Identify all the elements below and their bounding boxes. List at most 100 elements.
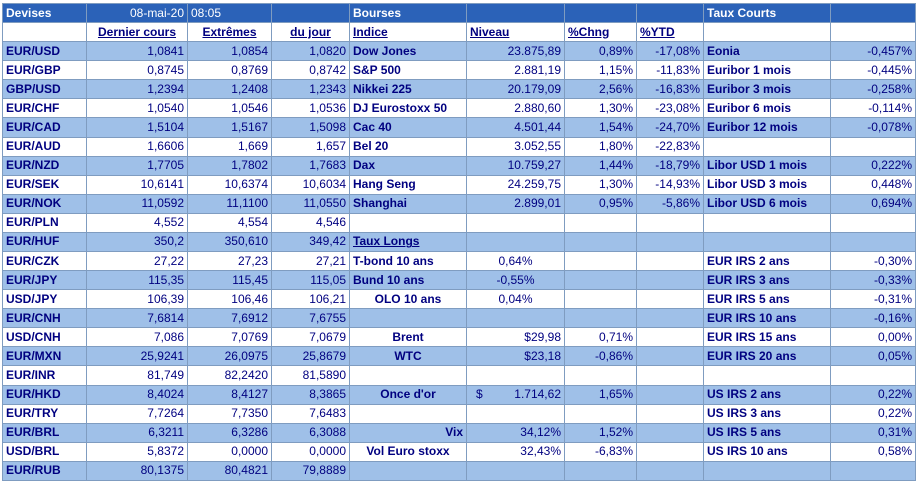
fx-low: 81,5890: [271, 365, 350, 386]
index-level: $29,98: [466, 327, 565, 348]
fx-last: 350,2: [86, 231, 188, 253]
index-ytd: [636, 460, 704, 482]
index-chng: [564, 231, 637, 253]
rate-name: US IRS 5 ans: [703, 422, 831, 443]
currency-symbol: $: [476, 387, 483, 402]
fx-pair: EUR/USD: [2, 41, 87, 62]
fx-last: 4,552: [86, 212, 188, 233]
rate-name: Euribor 12 mois: [703, 117, 831, 138]
index-level: [466, 403, 565, 424]
index-name: S&P 500: [349, 60, 467, 81]
fx-high: 4,554: [187, 212, 272, 233]
fx-high: 1,669: [187, 136, 272, 157]
index-chng: 1,30%: [564, 98, 637, 119]
index-level: 3.052,55: [466, 136, 565, 157]
rate-name: EUR IRS 5 ans: [703, 289, 831, 310]
index-chng: [564, 270, 637, 291]
fx-low: 1,0820: [271, 41, 350, 62]
fx-low: 1,2343: [271, 79, 350, 100]
fx-pair: EUR/CAD: [2, 117, 87, 138]
index-chng: 1,30%: [564, 174, 637, 195]
fx-low: 7,0679: [271, 327, 350, 348]
fx-low: 4,546: [271, 212, 350, 233]
rate-value: -0,31%: [830, 289, 916, 310]
fx-low: 0,0000: [271, 441, 350, 462]
index-name: [349, 403, 467, 424]
rate-name: [703, 136, 831, 157]
fx-low: 0,8742: [271, 60, 350, 81]
fx-last: 106,39: [86, 289, 188, 310]
fx-last: 1,7705: [86, 155, 188, 176]
fx-high: 0,0000: [187, 441, 272, 462]
col-chng: %Chng: [564, 22, 637, 43]
fx-pair: USD/CNH: [2, 327, 87, 348]
fx-pair: EUR/MXN: [2, 346, 87, 367]
fx-low: 27,21: [271, 251, 350, 272]
fx-high: 82,2420: [187, 365, 272, 386]
index-name: Dax: [349, 155, 467, 176]
fx-high: 11,1100: [187, 193, 272, 214]
table-row: EUR/USD 1,0841 1,0854 1,0820 Dow Jones 23.875…: [2, 41, 916, 62]
fx-last: 81,749: [86, 365, 188, 386]
header-row: Devises 08-mai-20 08:05 Bourses Taux Cou…: [2, 2, 916, 24]
rate-name: US IRS 10 ans: [703, 441, 831, 462]
rate-value: -0,16%: [830, 308, 916, 329]
index-name: [349, 212, 467, 233]
index-level: 0,04%: [466, 289, 565, 310]
fx-last: 27,22: [86, 251, 188, 272]
index-name: [349, 308, 467, 329]
fx-high: 1,2408: [187, 79, 272, 100]
column-header-row: Dernier cours Extrêmes du jour Indice Ni…: [2, 22, 916, 43]
index-ytd: -18,79%: [636, 155, 704, 176]
rate-value: [830, 212, 916, 233]
rate-value: 0,22%: [830, 384, 916, 405]
rate-value: [830, 231, 916, 253]
devises-heading: Devises: [2, 2, 87, 24]
table-row: EUR/RUB 80,1375 80,4821 79,8889: [2, 460, 916, 482]
rate-name: US IRS 2 ans: [703, 384, 831, 405]
index-chng: 1,80%: [564, 136, 637, 157]
rate-value: -0,114%: [830, 98, 916, 119]
fx-high: 26,0975: [187, 346, 272, 367]
fx-high: 7,6912: [187, 308, 272, 329]
rate-value: 0,00%: [830, 327, 916, 348]
fx-high: 7,7350: [187, 403, 272, 424]
col-du-jour: du jour: [271, 22, 350, 43]
index-level: 2.899,01: [466, 193, 565, 214]
fx-low: 8,3865: [271, 384, 350, 405]
index-name: [349, 460, 467, 482]
index-chng: 0,95%: [564, 193, 637, 214]
rate-value: -0,33%: [830, 270, 916, 291]
index-ytd: [636, 231, 704, 253]
index-name: WTC: [349, 346, 467, 367]
table-row: EUR/NOK 11,0592 11,1100 11,0550 Shanghai 2.89…: [2, 193, 916, 214]
table-row: EUR/HUF 350,2 350,610 349,42 Taux Longs: [2, 231, 916, 253]
fx-pair: EUR/PLN: [2, 212, 87, 233]
fx-pair: EUR/CNH: [2, 308, 87, 329]
rate-name: [703, 231, 831, 253]
fx-low: 79,8889: [271, 460, 350, 482]
index-name: Shanghai: [349, 193, 467, 214]
fx-high: 1,7802: [187, 155, 272, 176]
rate-name: Euribor 1 mois: [703, 60, 831, 81]
bourses-heading: Bourses: [349, 2, 467, 24]
index-name: Bel 20: [349, 136, 467, 157]
fx-pair: EUR/HUF: [2, 231, 87, 253]
fx-high: 27,23: [187, 251, 272, 272]
fx-last: 7,6814: [86, 308, 188, 329]
index-name: Vol Euro stoxx: [349, 441, 467, 462]
rate-name: EUR IRS 2 ans: [703, 251, 831, 272]
fx-pair: EUR/CZK: [2, 251, 87, 272]
time-label: 08:05: [187, 2, 272, 24]
fx-pair: EUR/SEK: [2, 174, 87, 195]
index-name: Bund 10 ans: [349, 270, 467, 291]
index-name: Dow Jones: [349, 41, 467, 62]
fx-last: 1,5104: [86, 117, 188, 138]
index-name: T-bond 10 ans: [349, 251, 467, 272]
index-level: 2.881,19: [466, 60, 565, 81]
rate-value: -0,078%: [830, 117, 916, 138]
rate-name: EUR IRS 10 ans: [703, 308, 831, 329]
rate-value: 0,222%: [830, 155, 916, 176]
fx-high: 1,0854: [187, 41, 272, 62]
